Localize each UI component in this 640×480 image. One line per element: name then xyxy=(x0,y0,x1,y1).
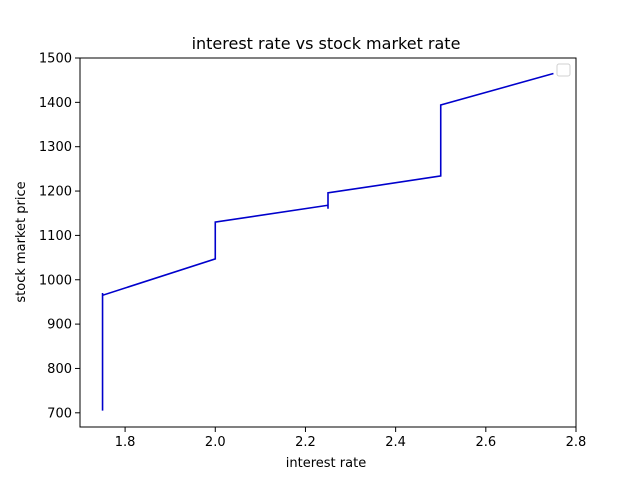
legend xyxy=(557,64,570,76)
y-tick-label: 1200 xyxy=(39,185,72,200)
x-tick-label: 1.8 xyxy=(115,435,136,450)
y-tick-label: 800 xyxy=(47,362,72,377)
x-tick-label: 2.0 xyxy=(205,435,226,450)
y-tick-label: 1000 xyxy=(39,273,72,288)
x-tick-label: 2.8 xyxy=(566,435,587,450)
y-tick-label: 1400 xyxy=(39,96,72,111)
y-tick-label: 900 xyxy=(47,318,72,333)
y-axis-label: stock market price xyxy=(14,181,29,302)
legend-box xyxy=(557,64,570,76)
x-tick-label: 2.6 xyxy=(475,435,496,450)
y-tick-label: 1300 xyxy=(39,140,72,155)
y-tick-label: 700 xyxy=(47,406,72,421)
x-axis-label: interest rate xyxy=(286,456,366,471)
x-tick-label: 2.2 xyxy=(295,435,316,450)
y-tick-label: 1500 xyxy=(39,52,72,67)
y-tick-label: 1100 xyxy=(39,229,72,244)
x-tick-label: 2.4 xyxy=(385,435,406,450)
chart-title: interest rate vs stock market rate xyxy=(192,34,461,53)
